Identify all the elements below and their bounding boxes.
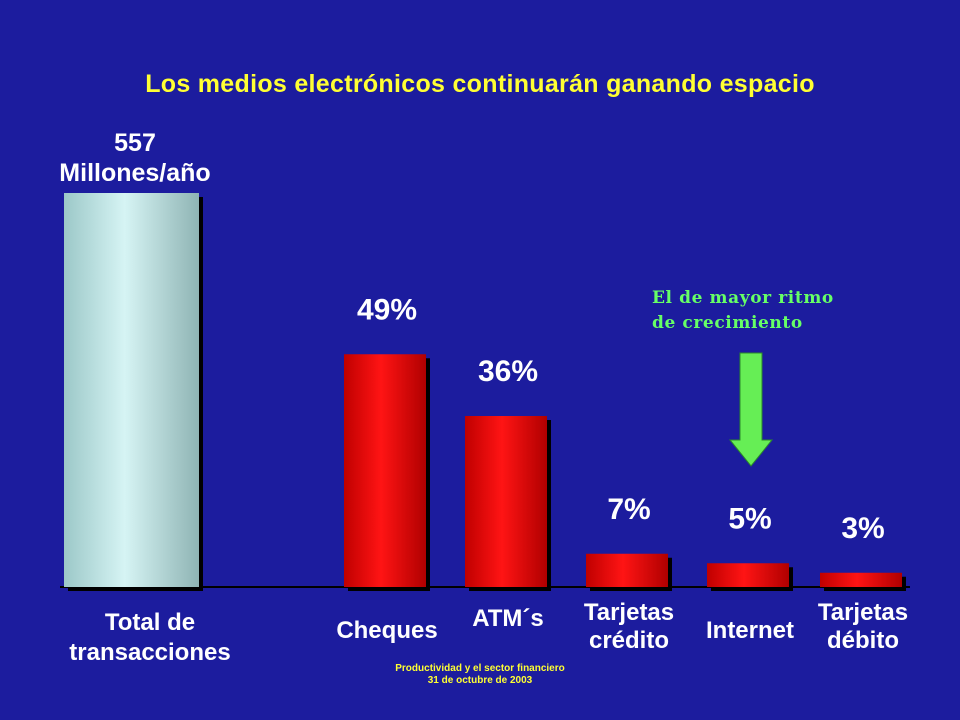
total-bar: [64, 193, 203, 591]
category-label-4-line2: débito: [827, 627, 899, 654]
value-label-2: 7%: [607, 493, 650, 526]
bar-3: [707, 563, 793, 591]
bar-4: [820, 572, 906, 591]
footer-line1: Productividad y el sector financiero: [395, 663, 565, 674]
category-label-2-line1: Tarjetas: [584, 599, 674, 626]
category-label-1-line1: ATM´s: [472, 605, 544, 632]
annotation-line2: de crecimiento: [652, 313, 803, 333]
footer: Productividad y el sector financiero 31 …: [330, 663, 630, 687]
footer-line2: 31 de octubre de 2003: [427, 675, 533, 686]
category-label-0-line1: Cheques: [336, 617, 437, 644]
total-unit: Millones/año: [59, 159, 211, 187]
growth-annotation: El de mayor ritmo de crecimiento: [652, 286, 932, 336]
category-label-2-line2: crédito: [589, 627, 669, 654]
total-value: 557: [114, 129, 156, 157]
value-label-1: 36%: [478, 355, 538, 388]
down-arrow-icon: [728, 352, 774, 467]
value-label-4: 3%: [841, 512, 884, 545]
category-label-3-line1: Internet: [706, 617, 794, 644]
bar-1: [465, 416, 551, 591]
bar-0: [344, 354, 430, 591]
total-category-label-line2: transacciones: [69, 639, 230, 666]
value-label-0: 49%: [357, 293, 417, 326]
chart-title: Los medios electrónicos continuarán gana…: [145, 70, 815, 98]
value-label-3: 5%: [728, 502, 771, 535]
total-category-label-line1: Total de: [105, 609, 195, 636]
bar-2: [586, 553, 672, 591]
annotation-line1: El de mayor ritmo: [652, 288, 834, 308]
category-label-4-line1: Tarjetas: [818, 599, 908, 626]
total-value-label: 557 Millones/año: [20, 128, 250, 188]
bars-layer: [64, 193, 906, 591]
